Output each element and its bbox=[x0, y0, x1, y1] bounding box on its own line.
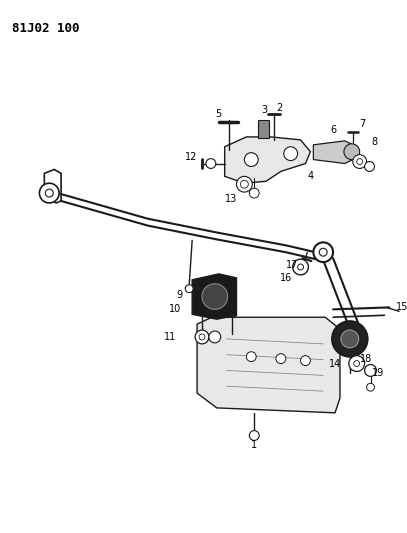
Circle shape bbox=[344, 144, 360, 159]
Circle shape bbox=[293, 259, 309, 275]
Circle shape bbox=[45, 189, 53, 197]
Circle shape bbox=[185, 285, 193, 293]
Circle shape bbox=[202, 284, 228, 309]
Circle shape bbox=[298, 264, 304, 270]
Circle shape bbox=[357, 159, 363, 165]
Circle shape bbox=[236, 176, 252, 192]
Text: 17: 17 bbox=[285, 260, 298, 270]
Circle shape bbox=[367, 383, 374, 391]
Circle shape bbox=[206, 159, 216, 168]
Text: 14: 14 bbox=[329, 359, 341, 368]
Circle shape bbox=[284, 147, 298, 160]
Circle shape bbox=[195, 330, 209, 344]
Text: 1: 1 bbox=[251, 440, 257, 450]
Text: 19: 19 bbox=[372, 368, 385, 378]
Text: 15: 15 bbox=[396, 302, 407, 312]
Text: 2: 2 bbox=[277, 103, 283, 114]
Circle shape bbox=[246, 352, 256, 361]
Polygon shape bbox=[313, 141, 353, 164]
Circle shape bbox=[241, 180, 248, 188]
Circle shape bbox=[199, 334, 205, 340]
Polygon shape bbox=[192, 274, 236, 319]
Circle shape bbox=[341, 330, 359, 348]
Circle shape bbox=[276, 354, 286, 364]
Text: 13: 13 bbox=[224, 194, 237, 204]
Circle shape bbox=[244, 152, 258, 166]
Text: 18: 18 bbox=[361, 353, 373, 364]
Polygon shape bbox=[225, 137, 311, 183]
Text: 10: 10 bbox=[169, 304, 182, 314]
Text: 16: 16 bbox=[280, 273, 292, 283]
Text: 7: 7 bbox=[359, 119, 366, 129]
Circle shape bbox=[39, 183, 59, 203]
Circle shape bbox=[249, 188, 259, 198]
Circle shape bbox=[319, 248, 327, 256]
Text: 3: 3 bbox=[261, 106, 267, 115]
Circle shape bbox=[300, 356, 311, 366]
Circle shape bbox=[353, 155, 367, 168]
Polygon shape bbox=[44, 169, 61, 203]
Circle shape bbox=[209, 331, 221, 343]
Circle shape bbox=[332, 321, 368, 357]
Circle shape bbox=[249, 431, 259, 440]
Text: 6: 6 bbox=[330, 125, 336, 135]
Text: 9: 9 bbox=[176, 289, 182, 300]
Circle shape bbox=[365, 161, 374, 172]
Circle shape bbox=[349, 356, 365, 372]
Circle shape bbox=[365, 365, 376, 376]
Text: 11: 11 bbox=[164, 332, 177, 342]
Text: 12: 12 bbox=[185, 151, 197, 161]
Text: 81J02 100: 81J02 100 bbox=[12, 22, 79, 35]
Circle shape bbox=[313, 243, 333, 262]
Polygon shape bbox=[197, 317, 340, 413]
Bar bbox=[258, 120, 269, 138]
Circle shape bbox=[354, 361, 360, 367]
Text: 5: 5 bbox=[216, 109, 222, 119]
Text: 4: 4 bbox=[307, 171, 313, 181]
Text: 8: 8 bbox=[372, 137, 378, 147]
